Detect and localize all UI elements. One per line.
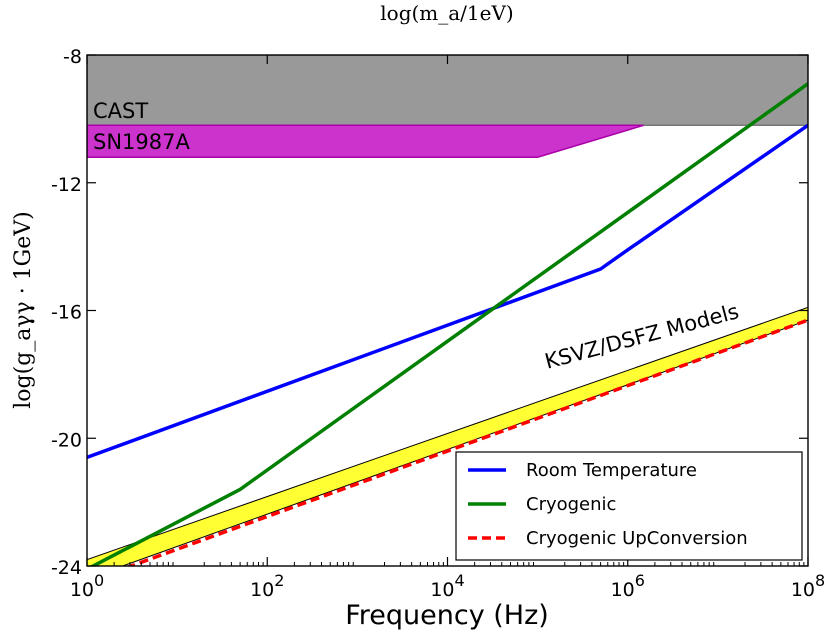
model-band-upper-edge xyxy=(87,306,808,561)
x-axis-label: Frequency (Hz) xyxy=(345,600,549,631)
region-label-sn1987a: SN1987A xyxy=(93,130,190,154)
y-tick-label: -20 xyxy=(51,429,82,451)
series-cryogenic xyxy=(89,82,808,566)
axes: 100102104106108-8-12-16-20-24-14-12-10-8… xyxy=(51,46,825,601)
band-label: KSVZ/DSFZ Models xyxy=(542,299,741,374)
region-cast xyxy=(87,55,808,127)
series-room-temperature xyxy=(87,123,808,460)
legend-entry: Cryogenic UpConversion xyxy=(526,528,748,549)
y-tick-label: -8 xyxy=(63,46,82,68)
x-tick-label: 100 xyxy=(70,571,104,601)
plot-area xyxy=(87,55,808,566)
x-tick-label: 108 xyxy=(791,571,825,601)
y-tick-label: -12 xyxy=(51,174,82,196)
legend-box xyxy=(455,451,803,561)
y-tick-label: -24 xyxy=(51,557,82,579)
x-tick-label: 104 xyxy=(430,571,464,601)
x-tick-label: 106 xyxy=(611,571,645,601)
x-tick-label: 102 xyxy=(250,571,284,601)
y-tick-label: -16 xyxy=(51,302,82,324)
region-sn1987a xyxy=(87,124,644,158)
top-axis-label: log(m_a/1eV) xyxy=(380,1,513,25)
model-band xyxy=(87,307,808,566)
legend-entry: Cryogenic xyxy=(526,494,616,515)
y-axis-label: log(g_aγγ · 1GeV) xyxy=(11,211,36,408)
legend-entry: Room Temperature xyxy=(526,460,697,481)
legend: Room Temperature Cryogenic Cryogenic UpCon… xyxy=(455,451,803,561)
series-cryogenic-upconversion xyxy=(125,318,808,566)
region-label-cast: CAST xyxy=(93,99,148,123)
